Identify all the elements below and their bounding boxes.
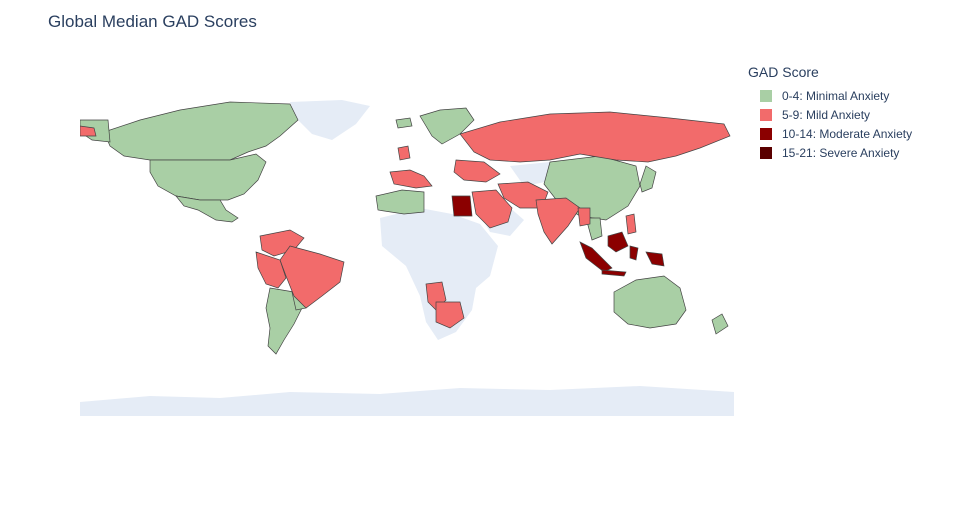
sumatra-shape — [579, 241, 613, 273]
uk-shape — [397, 145, 411, 161]
sulawesi-shape — [629, 245, 639, 261]
spain-italy-shape — [389, 169, 433, 189]
borneo-shape — [607, 231, 629, 253]
new-zealand-shape — [711, 313, 729, 335]
legend-label-minimal: 0-4: Minimal Anxiety — [782, 88, 890, 103]
legend-item-mild[interactable]: 5-9: Mild Anxiety — [748, 105, 912, 124]
moderate-anxiety-regions — [451, 195, 665, 277]
central-asia-shape — [510, 162, 556, 186]
philippines-shape — [625, 213, 637, 235]
java-shape — [601, 269, 627, 277]
russia-shape — [459, 111, 731, 163]
iceland-shape — [395, 117, 413, 129]
legend-item-severe[interactable]: 15-21: Severe Anxiety — [748, 143, 912, 162]
antarctica-shape — [80, 386, 734, 416]
algeria-morocco-shape — [375, 189, 425, 215]
legend-item-minimal[interactable]: 0-4: Minimal Anxiety — [748, 86, 912, 105]
africa-shape — [380, 208, 498, 340]
legend-title: GAD Score — [748, 64, 819, 80]
legend-swatch-mild — [760, 108, 772, 121]
mexico-shape — [175, 195, 239, 223]
peru-bolivia-shape — [255, 251, 287, 289]
australia-shape — [613, 275, 687, 329]
chart-title: Global Median GAD Scores — [48, 12, 257, 31]
legend-item-moderate[interactable]: 10-14: Moderate Anxiety — [748, 124, 912, 143]
myanmar-shape — [577, 207, 591, 227]
legend-label-moderate: 10-14: Moderate Anxiety — [782, 126, 913, 141]
ukraine-turkey-shape — [453, 159, 501, 183]
new-guinea-shape — [645, 251, 665, 267]
no-data-land — [80, 100, 734, 416]
arctic-islands-shape — [298, 108, 322, 126]
canada-shape — [103, 101, 299, 161]
japan-shape — [639, 165, 657, 193]
legend-swatch-severe — [760, 146, 772, 159]
legend-label-severe: 15-21: Severe Anxiety — [782, 145, 900, 160]
india-shape — [535, 197, 581, 245]
mild-anxiety-regions — [80, 111, 731, 329]
map-canvas — [80, 100, 734, 416]
usa-shape — [149, 153, 267, 201]
world-map[interactable] — [80, 96, 734, 416]
egypt-shape — [451, 195, 473, 217]
legend-swatch-minimal — [760, 89, 772, 102]
alaska-tip-shape — [80, 125, 97, 137]
south-africa-shape — [435, 301, 465, 329]
saudi-arabia-shape — [471, 189, 513, 229]
greenland-shape — [290, 100, 370, 140]
legend: GAD Score 0-4: Minimal Anxiety 5-9: Mild… — [748, 64, 912, 162]
legend-label-mild: 5-9: Mild Anxiety — [782, 107, 871, 122]
legend-swatch-moderate — [760, 127, 772, 140]
